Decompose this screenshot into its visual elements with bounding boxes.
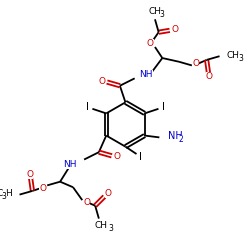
Text: I: I (139, 152, 142, 162)
Text: O: O (84, 198, 90, 207)
Text: 2: 2 (179, 135, 184, 144)
Text: 3: 3 (238, 54, 243, 62)
Text: CH: CH (148, 8, 162, 16)
Text: NH: NH (168, 132, 182, 141)
Text: O: O (104, 189, 112, 198)
Text: 3: 3 (160, 10, 165, 19)
Text: I: I (162, 102, 164, 112)
Text: CH: CH (94, 222, 107, 230)
Text: O: O (99, 76, 106, 86)
Text: O: O (206, 72, 213, 81)
Text: O: O (114, 152, 121, 161)
Text: NH: NH (139, 70, 153, 79)
Text: I: I (86, 102, 89, 112)
Text: CH: CH (227, 51, 240, 60)
Text: O: O (26, 170, 33, 179)
Text: 3: 3 (108, 224, 113, 233)
Text: H: H (6, 189, 12, 198)
Text: O: O (172, 25, 179, 34)
Text: 3: 3 (2, 192, 6, 201)
Text: O: O (147, 39, 154, 48)
Text: O: O (192, 59, 199, 68)
Text: O: O (39, 184, 46, 193)
Text: C: C (0, 189, 3, 198)
Text: NH: NH (63, 160, 77, 169)
